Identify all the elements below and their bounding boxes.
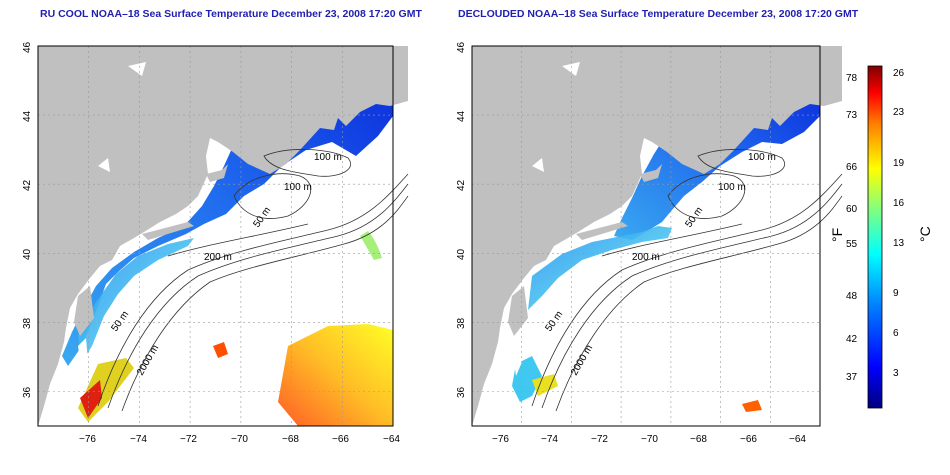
left-x-tick: −68 (282, 434, 299, 445)
left-y-tick: 46 (22, 41, 33, 53)
colorbar-f-tick: 37 (846, 372, 858, 383)
left-x-tick: −74 (130, 434, 147, 445)
colorbar-c-tick: 23 (893, 107, 905, 118)
left-contour-label-100m-b: 100 m (284, 182, 312, 193)
right-y-tick: 36 (456, 386, 467, 398)
colorbar-f-tick: 55 (846, 239, 858, 250)
colorbar-c-tick: 16 (893, 198, 905, 209)
left-sst-warm-patch (360, 231, 382, 260)
right-map-frame (471, 45, 821, 427)
left-x-axis: −76 −74 −72 −70 −68 −66 −64 (79, 434, 400, 445)
right-x-tick: −68 (690, 434, 707, 445)
colorbar-c-tick: 26 (893, 68, 905, 79)
left-x-tick: −70 (231, 434, 248, 445)
colorbar-f-tick: 42 (846, 334, 858, 345)
left-y-axis: 46 44 42 40 38 36 (22, 41, 33, 398)
colorbar-f-tick: 73 (846, 110, 858, 121)
right-sst-hatteras-warm (532, 374, 558, 396)
right-gridlines (472, 46, 820, 426)
colorbar-c-tick: 3 (893, 368, 899, 379)
right-contour-label-100m-a: 100 m (748, 152, 776, 163)
colorbar-gradient (867, 65, 883, 409)
right-x-tick: −72 (591, 434, 608, 445)
colorbar: 78 73 66 60 55 48 42 37 26 23 19 16 13 9… (829, 65, 933, 409)
colorbar-c-tick: 9 (893, 288, 899, 299)
right-y-tick: 38 (456, 317, 467, 329)
left-y-tick: 36 (22, 386, 33, 398)
right-x-tick: −64 (789, 434, 806, 445)
left-sst-eddy (213, 342, 228, 358)
right-x-tick: −70 (641, 434, 658, 445)
colorbar-f-tick: 78 (846, 73, 858, 84)
right-x-tick: −66 (740, 434, 757, 445)
right-map-title: DECLOUDED NOAA–18 Sea Surface Temperatur… (458, 8, 859, 20)
colorbar-c-tick: 6 (893, 328, 899, 339)
right-y-axis: 46 44 42 40 38 36 (456, 41, 467, 398)
colorbar-f-tick: 60 (846, 204, 858, 215)
left-sst-gulf-stream (278, 324, 393, 426)
colorbar-celsius-unit: °C (917, 226, 933, 242)
right-map: 100 m 100 m 50 m 200 m 50 m 2000 m (471, 45, 843, 427)
right-x-tick: −74 (541, 434, 558, 445)
right-y-tick: 40 (456, 248, 467, 260)
right-x-tick: −76 (492, 434, 509, 445)
left-contour-label-200m: 200 m (204, 252, 232, 263)
left-x-tick: −72 (180, 434, 197, 445)
left-x-tick: −64 (383, 434, 400, 445)
colorbar-c-tick: 13 (893, 238, 905, 249)
left-y-tick: 38 (22, 317, 33, 329)
left-y-tick: 42 (22, 179, 33, 191)
right-y-tick: 42 (456, 179, 467, 191)
left-y-tick: 44 (22, 110, 33, 122)
left-sst-shelf (78, 238, 194, 362)
left-contour-label-100m-a: 100 m (314, 152, 342, 163)
right-y-tick: 46 (456, 41, 467, 53)
colorbar-c-tick: 19 (893, 158, 905, 169)
right-contour-label-200m: 200 m (632, 252, 660, 263)
right-y-tick: 44 (456, 110, 467, 122)
left-map-frame (37, 45, 394, 427)
colorbar-fahrenheit-unit: °F (829, 228, 845, 242)
right-sst-eddy (742, 400, 762, 412)
right-sst-shelf (528, 226, 672, 310)
left-map-title: RU COOL NOAA–18 Sea Surface Temperature … (40, 8, 422, 20)
colorbar-f-tick: 66 (846, 162, 858, 173)
left-gridlines (38, 46, 393, 426)
colorbar-f-tick: 48 (846, 291, 858, 302)
left-y-tick: 40 (22, 248, 33, 260)
left-x-tick: −66 (332, 434, 349, 445)
left-sst-hatteras-warm (80, 380, 102, 418)
right-x-axis: −76 −74 −72 −70 −68 −66 −64 (492, 434, 806, 445)
left-map: 100 m 100 m 50 m 200 m 50 m 2000 m (37, 45, 409, 427)
right-contour-label-100m-b: 100 m (718, 182, 746, 193)
left-x-tick: −76 (79, 434, 96, 445)
